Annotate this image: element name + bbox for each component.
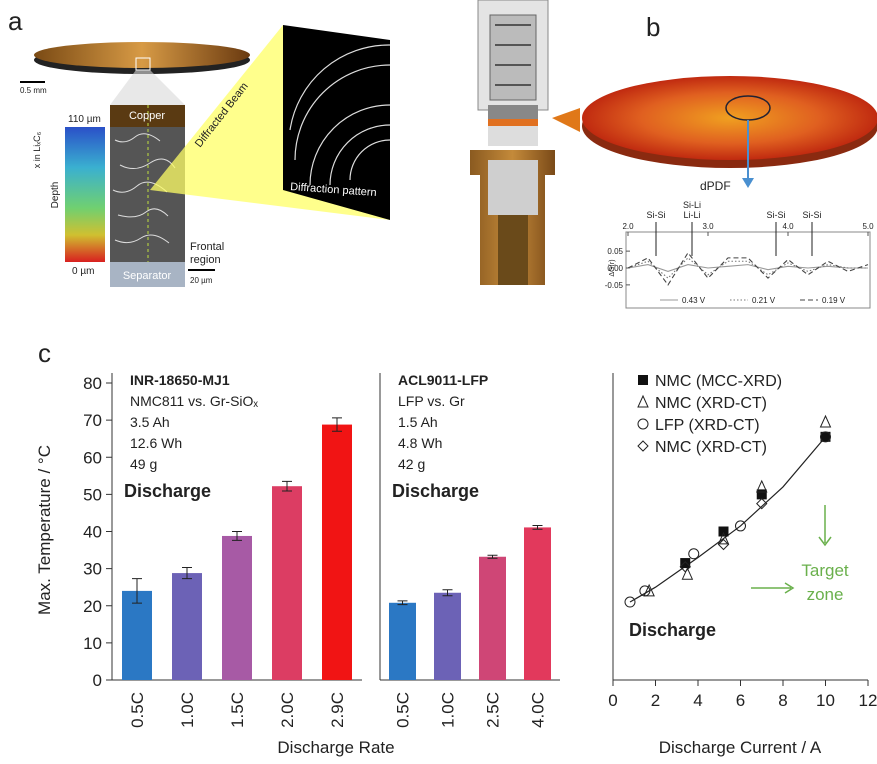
color-axis-label: x in LiₓC₆ xyxy=(32,131,42,168)
y-tick-label: 0.05 xyxy=(607,247,623,256)
x-tick-label: 12 xyxy=(859,691,877,710)
x-tick-label: 0.5C xyxy=(394,692,413,728)
legend-label: 0.21 V xyxy=(752,296,776,305)
mode-label: Discharge xyxy=(629,620,716,640)
bar xyxy=(322,425,352,680)
y-tick-label: 20 xyxy=(83,597,102,616)
layer-label: Copper xyxy=(129,110,165,122)
cell-info: 4.8 Wh xyxy=(398,435,442,451)
x-tick-label: 5.0 xyxy=(862,222,874,231)
x-tick-label: 4.0 xyxy=(782,222,794,231)
depth-label: 110 µm xyxy=(68,114,101,125)
bar xyxy=(479,557,506,680)
y-tick-label: 60 xyxy=(83,448,102,467)
panel-b-illustration xyxy=(470,0,877,308)
y-axis-title: Max. Temperature / °C xyxy=(35,445,54,615)
x-tick-label: 8 xyxy=(778,691,787,710)
point xyxy=(719,527,729,537)
legend-label: NMC (XRD-CT) xyxy=(655,395,767,412)
peak-label: Si-Si xyxy=(646,210,665,220)
panel-label: c xyxy=(38,338,51,368)
cell-info: INR-18650-MJ1 xyxy=(130,372,230,388)
bar xyxy=(434,593,461,680)
peak-label: Si-Li xyxy=(683,200,701,210)
bar xyxy=(524,527,551,680)
cell-info: 1.5 Ah xyxy=(398,414,438,430)
x-tick-label: 4 xyxy=(693,691,702,710)
legend-label: 0.19 V xyxy=(822,296,846,305)
peak-label: Si-Si xyxy=(802,210,821,220)
cell-info: 3.5 Ah xyxy=(130,414,170,430)
x-tick-label: 0.5C xyxy=(128,692,147,728)
legend-label: NMC (XRD-CT) xyxy=(655,439,767,456)
x-tick-label: 0 xyxy=(608,691,617,710)
point xyxy=(680,558,690,568)
cell-info: NMC811 vs. Gr-SiOₓ xyxy=(130,393,258,409)
x-tick-label: 10 xyxy=(816,691,835,710)
x-tick-label: 2.5C xyxy=(484,692,503,728)
cell-info: ACL9011-LFP xyxy=(398,372,488,388)
panel-label: b xyxy=(646,12,660,42)
region-label: region xyxy=(190,254,221,266)
figure: a b c 0.5 mm Copper 110 µm 0 µm x in Liₓ… xyxy=(0,0,877,764)
x-tick-label: 4.0C xyxy=(529,692,548,728)
arrow xyxy=(819,505,831,545)
point xyxy=(638,375,648,385)
bar xyxy=(272,486,302,680)
scale-label: 20 µm xyxy=(190,276,213,285)
depth-label: 0 µm xyxy=(72,266,94,277)
mode-label: Discharge xyxy=(392,481,479,501)
point xyxy=(638,441,648,451)
point xyxy=(638,396,648,407)
cell-info: 12.6 Wh xyxy=(130,435,182,451)
arrow xyxy=(751,583,793,593)
trend-line xyxy=(630,437,826,602)
mode-label: Discharge xyxy=(124,481,211,501)
x-tick-label: 3.0 xyxy=(702,222,714,231)
y-tick-label: 30 xyxy=(83,560,102,579)
target-label: zone xyxy=(807,585,844,604)
cell-info: 49 g xyxy=(130,456,157,472)
y-tick-label: 50 xyxy=(83,485,102,504)
dpdf-label: dPDF xyxy=(700,179,731,193)
legend-label: NMC (MCC-XRD) xyxy=(655,373,782,390)
y-tick-label: 0.00 xyxy=(607,264,623,273)
legend-label: 0.43 V xyxy=(682,296,706,305)
x-tick-label: 1.0C xyxy=(439,692,458,728)
x-tick-label: 1.0C xyxy=(178,692,197,728)
y-tick-label: 10 xyxy=(83,634,102,653)
y-tick-label: 40 xyxy=(83,523,102,542)
y-tick-label: 70 xyxy=(83,411,102,430)
panel-label: a xyxy=(8,6,23,36)
x-tick-label: 2.9C xyxy=(328,692,347,728)
point xyxy=(757,489,767,499)
bar xyxy=(172,573,202,680)
y-tick-label: 0 xyxy=(93,671,102,690)
cell-info: 42 g xyxy=(398,456,425,472)
bar xyxy=(389,603,416,680)
layer-label: Separator xyxy=(123,270,172,282)
x-axis-title: Discharge Rate xyxy=(277,738,394,757)
bar xyxy=(122,591,152,680)
y-tick-label: -0.05 xyxy=(605,281,624,290)
scale-label: 0.5 mm xyxy=(20,86,47,95)
y-tick-label: 80 xyxy=(83,374,102,393)
x-tick-label: 6 xyxy=(736,691,745,710)
legend-label: LFP (XRD-CT) xyxy=(655,417,760,434)
axis-label: Depth xyxy=(50,182,61,209)
point xyxy=(821,416,831,427)
peak-label: Si-Si xyxy=(766,210,785,220)
x-axis-title: Discharge Current / A xyxy=(659,738,822,757)
x-tick-label: 2.0C xyxy=(278,692,297,728)
peak-label: Li-Li xyxy=(683,210,700,220)
target-label: Target xyxy=(801,561,849,580)
region-label: Frontal xyxy=(190,241,224,253)
bar xyxy=(222,536,252,680)
x-tick-label: 2 xyxy=(651,691,660,710)
x-tick-label: 1.5C xyxy=(228,692,247,728)
point xyxy=(638,419,648,429)
cell-info: LFP vs. Gr xyxy=(398,393,465,409)
point xyxy=(689,549,699,559)
x-tick-label: 2.0 xyxy=(622,222,634,231)
